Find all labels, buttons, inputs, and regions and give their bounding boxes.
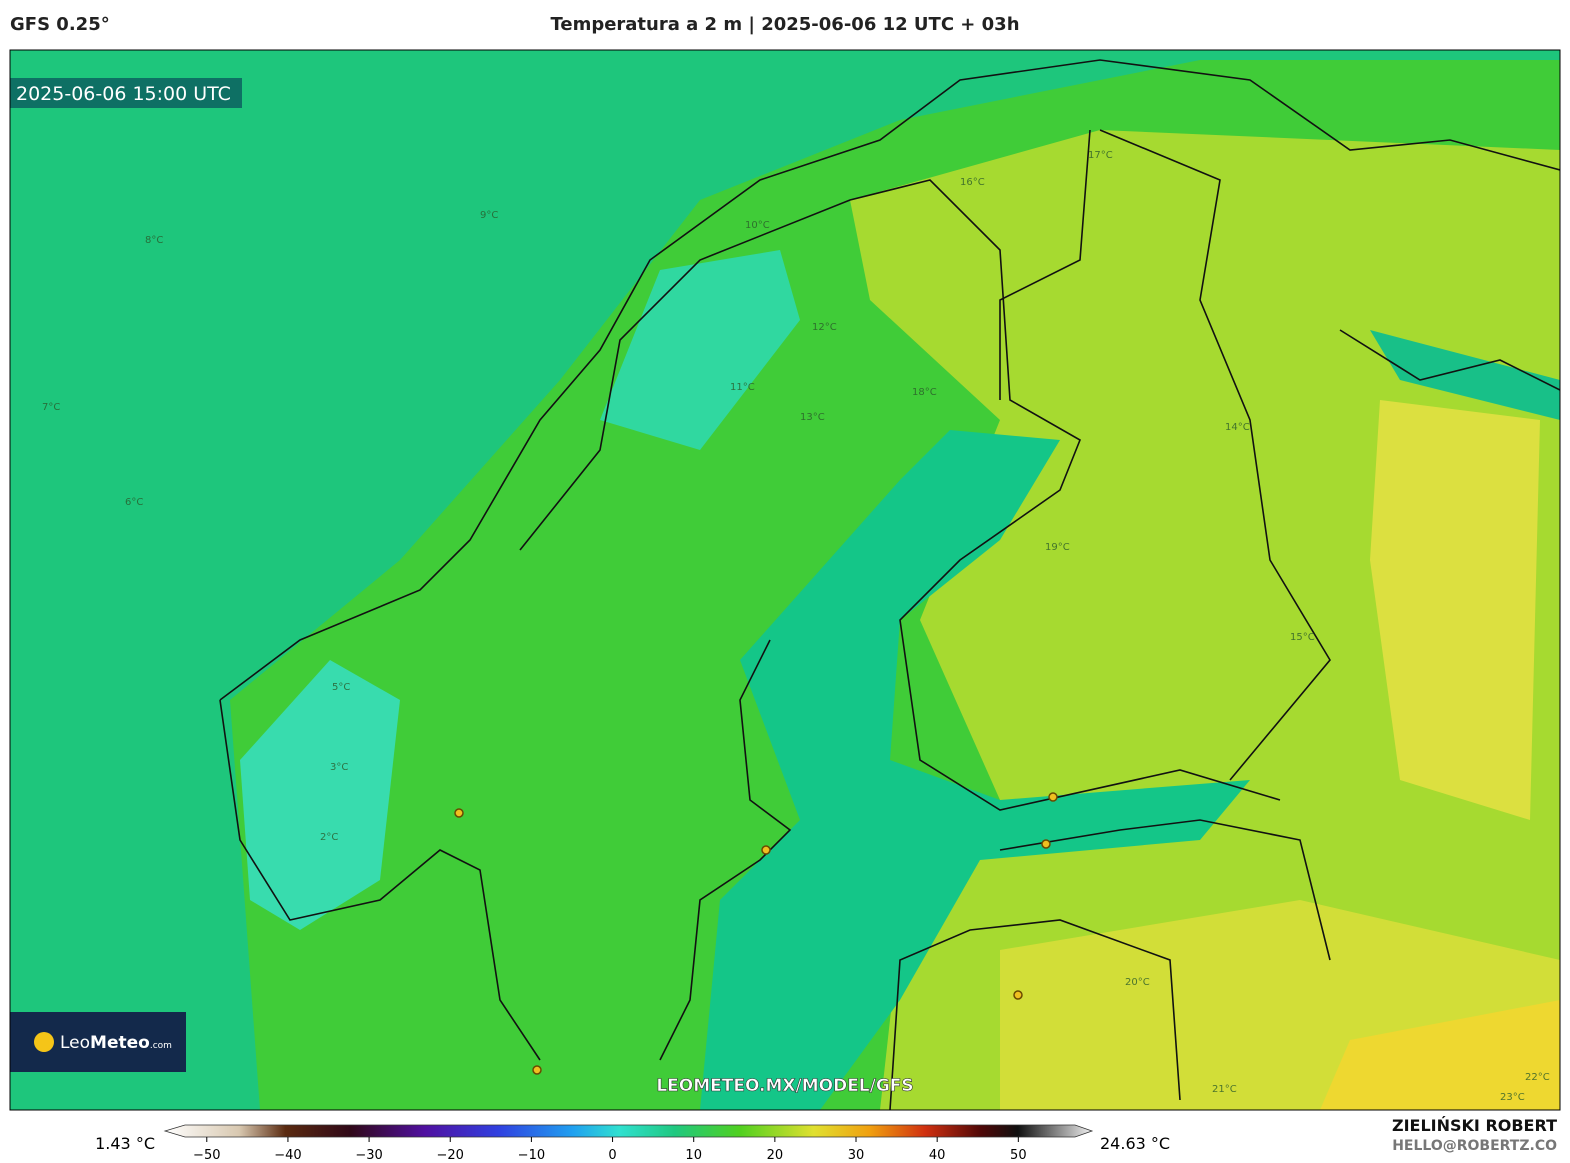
colorbar-max: 24.63 °C — [1100, 1134, 1170, 1153]
contour-label: 3°C — [330, 762, 348, 773]
city-markers — [454, 792, 1058, 1075]
colorbar-tick-label: −10 — [518, 1148, 545, 1163]
colorbar-tick-label: 40 — [929, 1148, 946, 1163]
contour-label: 5°C — [332, 682, 350, 693]
contour-label: 20°C — [1125, 977, 1150, 988]
logo-suffix: .com — [150, 1041, 172, 1051]
contour-label: 13°C — [800, 412, 825, 423]
map: 9°C 8°C 7°C 6°C 10°C 12°C 11°C 13°C 17°C 16°C 18°C… — [10, 50, 1560, 1110]
colorbar-tick-label: 30 — [848, 1148, 865, 1163]
colorbar-tick-label: −20 — [437, 1148, 464, 1163]
land-hottest — [1320, 1000, 1560, 1110]
colorbar-tick-label: 50 — [1010, 1148, 1027, 1163]
contour-label: 15°C — [1290, 632, 1315, 643]
logo: LeoMeteo.com — [60, 1033, 172, 1053]
contour-label: 17°C — [1088, 150, 1113, 161]
colorbar-tick-label: 10 — [685, 1148, 702, 1163]
time-box — [10, 78, 242, 108]
contour-label: 19°C — [1045, 542, 1070, 553]
contour-label: 22°C — [1525, 1072, 1550, 1083]
contour-label: 12°C — [812, 322, 837, 333]
land-hot — [1370, 400, 1540, 820]
colorbar-tick-label: −50 — [193, 1148, 220, 1163]
colorbar-bar — [163, 1124, 1094, 1138]
logo-sun — [34, 1032, 54, 1052]
watermark: LEOMETEO.MX/MODEL/GFS — [656, 1076, 913, 1096]
colorbar-tick-label: −40 — [274, 1148, 301, 1163]
valid-time: 2025-06-06 15:00 UTC — [16, 83, 231, 105]
contour-label: 11°C — [730, 382, 755, 393]
contour-labels: 9°C 8°C 7°C 6°C 10°C 12°C 11°C 13°C 17°C 16°C 18°C… — [42, 150, 1550, 1103]
baltic-sea — [700, 430, 1250, 1110]
contour-label: 16°C — [960, 177, 985, 188]
contour-label: 21°C — [1212, 1084, 1237, 1095]
contour-label: 2°C — [320, 832, 338, 843]
contour-label: 18°C — [912, 387, 937, 398]
model-name: GFS 0.25° — [10, 14, 110, 35]
contour-label: 8°C — [145, 235, 163, 246]
contour-label: 7°C — [42, 402, 60, 413]
author: ZIELIŃSKI ROBERT — [1392, 1116, 1557, 1135]
coastlines — [219, 59, 1560, 1110]
colorbar-min: 1.43 °C — [95, 1134, 155, 1153]
title: Temperatura a 2 m | 2025-06-06 12 UTC + … — [550, 14, 1020, 35]
colorbar-tick-label: 20 — [767, 1148, 784, 1163]
logo-text-bold: Meteo — [90, 1033, 150, 1053]
cold-mountains — [600, 250, 800, 450]
colorbar-tick-label: 0 — [608, 1148, 616, 1163]
logo-text: Leo — [60, 1033, 90, 1053]
map-frame — [9, 49, 1561, 1111]
white-sea — [1370, 330, 1560, 420]
land-warm — [850, 130, 1560, 1110]
contour-label: 6°C — [125, 497, 143, 508]
contour-label: 23°C — [1500, 1092, 1525, 1103]
contour-label: 10°C — [745, 220, 770, 231]
cold-mountains — [240, 660, 400, 930]
contour-label: 14°C — [1225, 422, 1250, 433]
colorbar: −50 −40 −30 −20 −10 0 10 20 30 40 50 — [163, 1124, 1094, 1163]
contour-label: 9°C — [480, 210, 498, 221]
colorbar-tick-label: −30 — [355, 1148, 382, 1163]
email: HELLO@ROBERTZ.CO — [1392, 1138, 1557, 1154]
